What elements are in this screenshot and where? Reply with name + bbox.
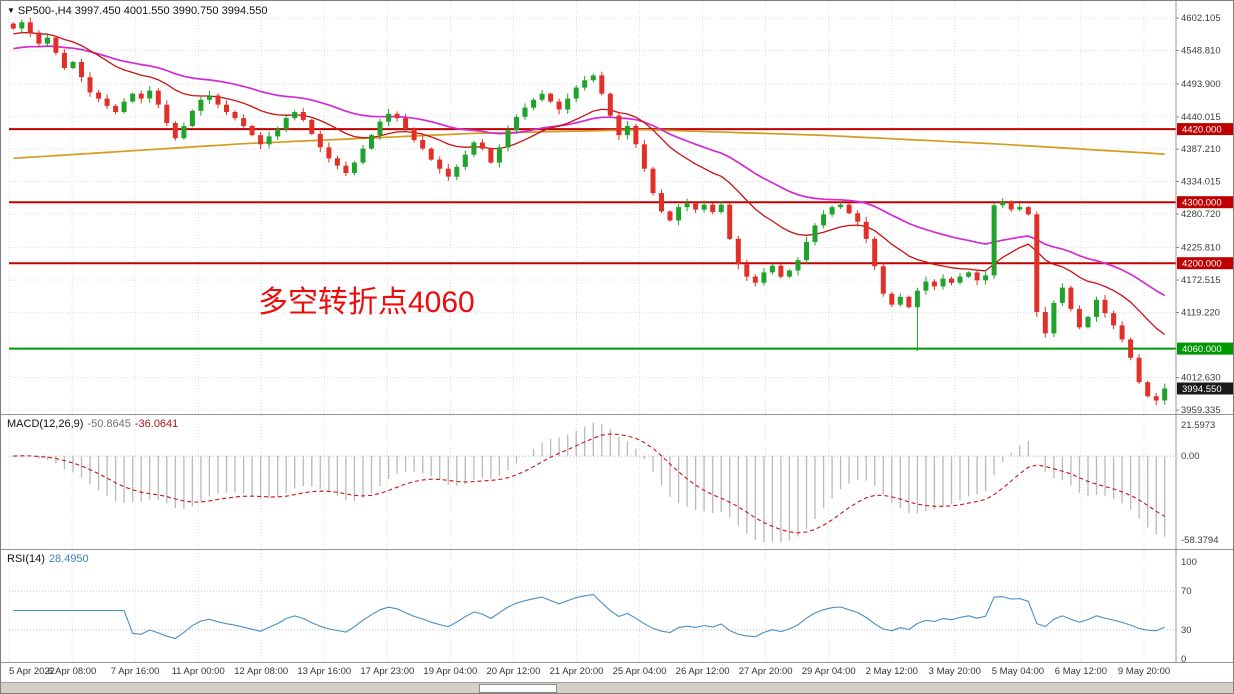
price-axis: 4602.105 4548.810 4493.900 4440.015 4387.210… <box>1175 1 1221 414</box>
price-level-badge <box>1177 123 1233 136</box>
candles-layer <box>10 17 1168 406</box>
time-axis-label: 26 Apr 12:00 <box>675 666 730 677</box>
time-axis-label: 20 Apr 12:00 <box>486 666 541 677</box>
macd-axis-label: 21.5973 <box>1181 420 1215 431</box>
macd-histogram <box>21 422 1166 543</box>
time-axis-label: 12 Apr 08:00 <box>234 666 289 677</box>
time-axis-label: 17 Apr 23:00 <box>360 666 415 677</box>
chart-annotation-text[interactable]: 多空转折点4060 <box>258 286 475 319</box>
grid-layer <box>8 1 1176 414</box>
grid-layer <box>8 550 1176 662</box>
price-axis-label: 4012.630 <box>1181 373 1221 384</box>
price-level-badge <box>1177 342 1233 355</box>
scrollbar-thumb[interactable] <box>479 684 557 693</box>
time-axis-label: 29 Apr 04:00 <box>801 666 856 677</box>
price-axis-label: 4119.220 <box>1181 308 1220 319</box>
macd-axis-label: -58.3794 <box>1181 535 1219 546</box>
macd-signal-value: -36.0641 <box>134 418 179 430</box>
time-axis-label: 27 Apr 20:00 <box>738 666 793 677</box>
time-axis-label: 5 May 04:00 <box>991 666 1045 677</box>
time-axis-label: 3 May 20:00 <box>928 666 981 677</box>
rsi-name: RSI(14) <box>7 553 45 565</box>
time-axis-label: 25 Apr 04:00 <box>612 666 667 677</box>
horizontal-scrollbar[interactable] <box>1 682 1233 693</box>
macd-pane: 21.5973 0.00 -58.3794 MACD(12,26,9) -50.864… <box>1 415 1233 550</box>
price-axis-label: 4440.015 <box>1181 112 1221 123</box>
rsi-label: RSI(14) 28.4950 <box>7 553 89 565</box>
price-axis-label: 4493.900 <box>1181 79 1221 90</box>
chart-dropdown-icon[interactable]: ▼ <box>7 6 15 15</box>
rsi-axis-label: 70 <box>1181 586 1192 597</box>
price-level-badge-label: 3994.550 <box>1182 384 1222 395</box>
macd-axis: 21.5973 0.00 -58.3794 <box>1175 415 1219 549</box>
time-axis-label: 9 May 20:00 <box>1117 666 1171 677</box>
time-axis: 5 Apr 2022 6 Apr 08:00 7 Apr 16:00 11 Apr 0… <box>1 663 1233 681</box>
price-level-badge <box>1177 382 1233 395</box>
macd-signal-line <box>13 433 1165 534</box>
time-axis-label: 11 Apr 00:00 <box>171 666 225 677</box>
price-level-badge-label: 4420.000 <box>1182 125 1222 136</box>
time-axis-label: 13 Apr 16:00 <box>297 666 352 677</box>
ma-mid-line <box>13 45 1166 297</box>
ma-slow-line <box>13 128 1165 160</box>
price-axis-label: 4225.810 <box>1181 243 1221 254</box>
ma-fast-line <box>13 32 1166 336</box>
rsi-axis-label: 0 <box>1181 654 1186 662</box>
time-axis-label: 6 May 12:00 <box>1054 666 1108 677</box>
price-level-badge <box>1177 257 1233 270</box>
macd-name: MACD(12,26,9) <box>7 418 84 430</box>
time-axis-label: 7 Apr 16:00 <box>110 666 160 677</box>
macd-canvas: 21.5973 0.00 -58.3794 <box>8 415 1219 549</box>
price-level-badge-label: 4060.000 <box>1182 344 1222 355</box>
time-axis-label: 2 May 12:00 <box>865 666 918 677</box>
rsi-axis: 100 70 30 0 <box>1175 550 1197 662</box>
price-axis-label: 4387.210 <box>1181 144 1221 155</box>
price-axis-label: 4602.105 <box>1181 13 1221 24</box>
price-axis-label: 4334.015 <box>1181 177 1221 188</box>
macd-axis-label: 0.00 <box>1181 451 1200 462</box>
macd-main-value: -50.8645 <box>87 418 131 430</box>
price-chart-canvas: 4602.105 4548.810 4493.900 4440.015 4387.210… <box>8 1 1233 414</box>
rsi-canvas: 100 70 30 0 <box>8 550 1197 662</box>
rsi-value: 28.4950 <box>48 553 89 565</box>
price-chart-pane: 4602.105 4548.810 4493.900 4440.015 4387.210… <box>1 1 1233 415</box>
time-axis-label: 19 Apr 04:00 <box>423 666 478 677</box>
time-axis-label: 5 Apr 2022 <box>9 666 55 677</box>
support-resistance-lines[interactable] <box>9 128 1176 350</box>
price-level-badges: 4420.000 4300.000 4200.000 4060.000 3994.550 <box>1177 123 1233 395</box>
rsi-axis-label: 30 <box>1181 625 1192 636</box>
price-axis-label: 4280.720 <box>1181 209 1221 220</box>
time-axis-label: 21 Apr 20:00 <box>549 666 604 677</box>
chart-title-text: SP500-,H4 3997.450 4001.550 3990.750 399… <box>17 5 268 17</box>
rsi-pane: 100 70 30 0 RSI(14) 28.4950 <box>1 550 1233 663</box>
rsi-line <box>13 593 1165 640</box>
price-level-badge-label: 4200.000 <box>1182 259 1222 270</box>
grid-layer <box>8 415 1176 549</box>
chart-title: ▼ SP500-,H4 3997.450 4001.550 3990.750 39… <box>7 5 267 17</box>
price-axis-label: 3959.335 <box>1181 405 1221 414</box>
macd-label: MACD(12,26,9) -50.8645 -36.0641 <box>7 418 178 430</box>
price-level-badge-label: 4300.000 <box>1182 198 1222 209</box>
rsi-axis-label: 100 <box>1181 557 1197 568</box>
time-axis-label: 6 Apr 08:00 <box>47 666 97 677</box>
price-axis-label: 4172.515 <box>1181 275 1221 286</box>
price-level-badge <box>1177 196 1233 209</box>
price-axis-label: 4548.810 <box>1181 46 1221 57</box>
